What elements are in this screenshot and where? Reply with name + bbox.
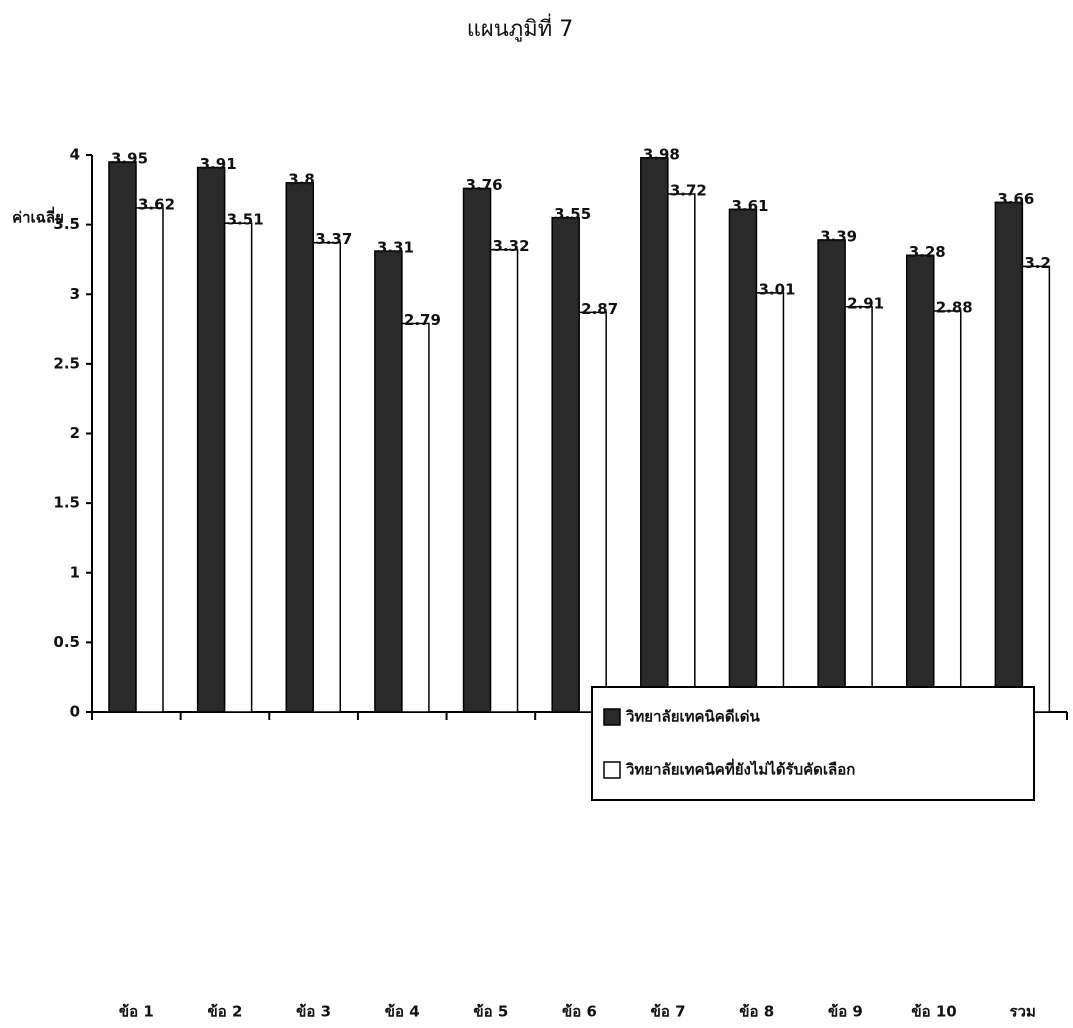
y-tick-label: 3.5	[53, 215, 80, 233]
x-tick-label: รวม	[1009, 1003, 1035, 1021]
bar	[907, 255, 934, 712]
x-tick-label: ข้อ 6	[562, 1003, 597, 1021]
bar	[668, 194, 695, 712]
data-label: 3.39	[820, 227, 857, 245]
bar	[464, 188, 491, 712]
bar	[552, 218, 579, 712]
data-label: 3.72	[670, 181, 707, 199]
bar	[818, 240, 845, 712]
chart: แผนภูมิที่ 7 ค่าเฉลี่ย 00.511.522.533.54…	[0, 0, 1073, 1028]
y-tick-label: 4	[70, 146, 80, 164]
chart-title: แผนภูมิที่ 7	[467, 13, 574, 42]
bar	[198, 168, 225, 712]
bar	[375, 251, 402, 712]
bar	[402, 323, 429, 712]
legend-label: วิทยาลัยเทคนิคดีเด่น	[625, 708, 760, 726]
data-label: 3.32	[493, 237, 530, 255]
data-label: 3.37	[315, 230, 352, 248]
y-tick-label: 0	[70, 703, 80, 721]
y-tick-label: 1.5	[53, 494, 80, 512]
bar	[313, 243, 340, 712]
bar	[845, 307, 872, 712]
bar	[109, 162, 136, 712]
legend-swatch	[604, 709, 620, 725]
data-label: 2.87	[581, 300, 618, 318]
bar	[225, 223, 252, 712]
legend-label: วิทยาลัยเทคนิคที่ยังไม่ได้รับคัดเลือก	[625, 759, 855, 779]
bar	[729, 209, 756, 712]
legend-swatch	[604, 762, 620, 778]
y-tick-label: 3	[70, 285, 80, 303]
data-label: 3.8	[288, 170, 315, 188]
x-tick-label: ข้อ 1	[119, 1003, 154, 1021]
data-label: 2.79	[404, 311, 441, 329]
y-tick-label: 2.5	[53, 354, 80, 372]
data-label: 3.62	[138, 195, 175, 213]
y-tick-label: 0.5	[53, 633, 80, 651]
data-label: 3.01	[758, 280, 795, 298]
data-label: 2.88	[936, 298, 973, 316]
bar	[491, 250, 518, 712]
bar	[286, 183, 313, 712]
bar	[995, 202, 1022, 712]
x-tick-label: ข้อ 2	[207, 1003, 242, 1021]
bar	[934, 311, 961, 712]
y-tick-label: 2	[70, 424, 80, 442]
x-tick-label: ข้อ 4	[385, 1003, 420, 1021]
legend-box	[592, 687, 1034, 800]
x-tick-label: ข้อ 10	[911, 1003, 956, 1021]
bar	[641, 158, 668, 712]
bar	[579, 312, 606, 712]
bar	[136, 208, 163, 712]
data-label: 3.28	[909, 243, 946, 261]
bar	[1022, 266, 1049, 712]
x-tick-label: ข้อ 3	[296, 1003, 331, 1021]
data-label: 3.95	[111, 149, 148, 167]
data-label: 3.66	[997, 190, 1034, 208]
x-tick-label: ข้อ 8	[739, 1003, 774, 1021]
bar	[756, 293, 783, 712]
data-label: 3.76	[466, 176, 503, 194]
data-label: 3.55	[554, 205, 591, 223]
x-tick-label: ข้อ 5	[473, 1003, 508, 1021]
data-label: 2.91	[847, 294, 884, 312]
data-label: 3.98	[643, 145, 680, 163]
data-label: 3.2	[1024, 254, 1051, 272]
data-label: 3.51	[227, 211, 264, 229]
data-label: 3.91	[200, 155, 237, 173]
data-label: 3.61	[731, 197, 768, 215]
data-label: 3.31	[377, 239, 414, 257]
y-tick-label: 1	[70, 563, 80, 581]
x-tick-label: ข้อ 9	[828, 1003, 863, 1021]
x-tick-label: ข้อ 7	[651, 1003, 686, 1021]
